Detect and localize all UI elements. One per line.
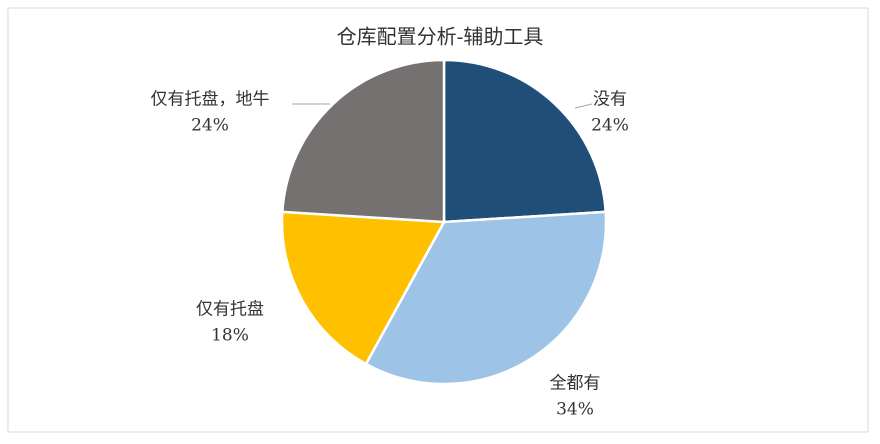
- slice-value-label: 34%: [556, 400, 594, 420]
- chart-title: 仓库配置分析-辅助工具: [337, 25, 544, 49]
- slice-label: 仅有托盘，地牛: [151, 90, 270, 110]
- slice-label: 仅有托盘: [196, 300, 264, 320]
- slice-label: 没有: [593, 90, 627, 110]
- pie-slice: [442, 58, 608, 224]
- slice-value-label: 24%: [191, 116, 229, 136]
- leader-line: [574, 103, 593, 109]
- pie-slice: [280, 58, 446, 224]
- slice-label: 全都有: [550, 374, 601, 394]
- slice-value-label: 24%: [591, 116, 629, 136]
- slice-value-label: 18%: [211, 326, 249, 346]
- pie-slice: [280, 210, 447, 366]
